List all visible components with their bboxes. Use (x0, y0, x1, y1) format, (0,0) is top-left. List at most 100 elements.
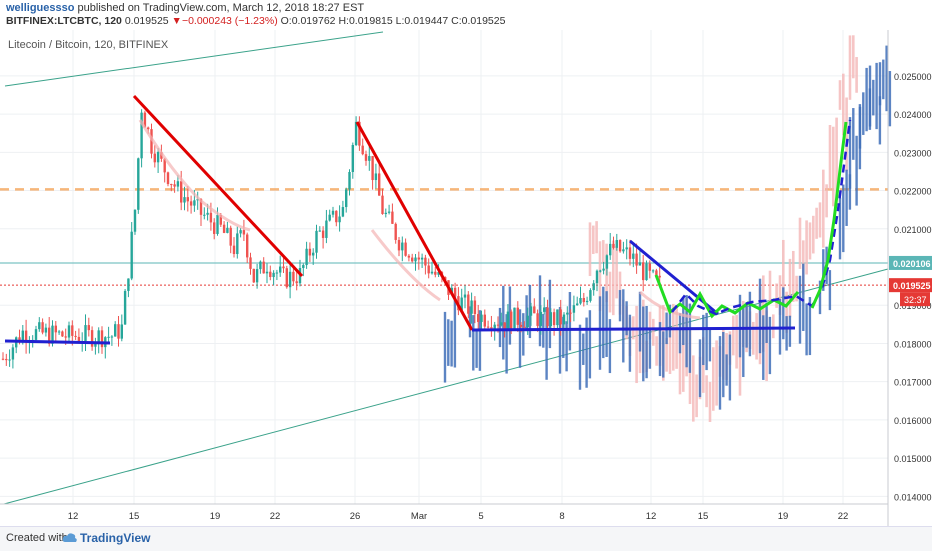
x-axis[interactable]: 12 15 19 22 26 Mar 5 8 12 15 19 22 (68, 511, 849, 522)
candle (295, 281, 298, 284)
candle (335, 210, 338, 223)
candle (387, 211, 391, 213)
candle (41, 322, 44, 333)
ghost-candle-blue (705, 312, 708, 371)
footer: Created with TradingView (0, 526, 932, 551)
y-tick-label: 0.017000 (894, 378, 932, 388)
ghost-candle-blue (475, 330, 478, 368)
candle (77, 336, 81, 342)
ghost-candle-pink (822, 169, 825, 248)
ghost-candle-blue (768, 316, 772, 375)
candle (246, 234, 249, 258)
ghost-candle-blue (818, 280, 822, 315)
candle (595, 270, 599, 284)
candle (232, 245, 236, 255)
candle (559, 309, 562, 325)
candle (163, 158, 166, 173)
ghost-candle-pink (735, 314, 738, 369)
candle (645, 263, 648, 281)
candle (94, 342, 97, 347)
ghost-candle-blue (608, 319, 612, 374)
ghost-candle-blue (878, 62, 882, 106)
candle (536, 313, 539, 326)
ghost-candle-blue (605, 291, 608, 357)
countdown-box (900, 292, 930, 307)
ghost-candle-pink (612, 240, 615, 316)
ghost-candle-blue (518, 309, 522, 368)
candle (282, 266, 285, 269)
ghost-candle-blue (585, 317, 588, 388)
ghost-candle-blue (498, 307, 502, 348)
candle (407, 255, 411, 258)
ghost-candle-pink (792, 250, 795, 302)
candle (404, 242, 407, 256)
candle (543, 307, 546, 312)
y-axis[interactable]: 0.025000 0.024000 0.023000 0.022000 0.021000… (889, 72, 932, 502)
candle (209, 212, 213, 223)
candle (622, 249, 625, 252)
candle (420, 257, 424, 260)
y-tick-label: 0.018000 (894, 339, 932, 349)
ghost-candle-blue (642, 306, 645, 382)
chart-title: Litecoin / Bitcoin, 120, BITFINEX (8, 39, 169, 51)
candle (262, 261, 265, 274)
ghost-candle-pink (775, 283, 778, 308)
candle (229, 227, 232, 246)
x-tick-label: 19 (778, 511, 789, 522)
candle (602, 268, 605, 271)
ghost-candle-blue (588, 310, 592, 379)
candle (358, 121, 361, 146)
candle (137, 158, 140, 210)
ghost-candle-blue (628, 314, 632, 372)
ghost-candle-blue (868, 65, 872, 127)
ghost-candle-blue (472, 315, 475, 371)
candle (1, 358, 5, 360)
ghost-candle-blue (802, 263, 805, 331)
curve-arrow-3 (638, 290, 701, 320)
candle (374, 173, 378, 181)
candle (143, 112, 147, 128)
candle (354, 121, 358, 145)
ghost-candle-pink (705, 375, 708, 408)
candle (424, 257, 427, 266)
ghost-candle-blue (568, 292, 572, 351)
author-link[interactable]: welliguessso (6, 2, 75, 14)
ghost-candle-blue (602, 286, 605, 359)
candle (467, 294, 470, 314)
candle (658, 275, 661, 278)
candle (5, 358, 8, 361)
ghost-candle-blue (558, 306, 562, 374)
ghost-candle-blue (478, 310, 482, 371)
ghost-candle-blue (875, 62, 878, 130)
candle (107, 336, 110, 338)
ghost-candle-blue (888, 71, 892, 127)
candle (430, 271, 434, 274)
candle (351, 144, 354, 172)
candle (222, 224, 226, 233)
low-value: L:0.019447 (395, 15, 449, 27)
candle (216, 214, 219, 234)
ghost-candle-pink (765, 310, 768, 382)
tradingview-brand[interactable]: TradingView (80, 531, 151, 545)
candle (361, 145, 364, 155)
ghost-candle-pink (592, 225, 595, 254)
ghost-candle-blue (728, 334, 732, 401)
ghost-candle-blue (468, 306, 472, 338)
x-tick-label: 5 (478, 511, 483, 522)
candle (493, 324, 496, 330)
candle (368, 156, 371, 161)
price-chart[interactable]: 0.025000 0.024000 0.023000 0.022000 0.021000… (0, 30, 932, 526)
channel-upper-line (4, 31, 384, 87)
ghost-candle-pink (785, 291, 788, 333)
ghost-candle-blue (845, 169, 848, 226)
ghost-candle-pink (825, 184, 828, 218)
candle (242, 230, 246, 235)
ghost-candle-blue (765, 302, 768, 343)
ghost-candle-pink (808, 222, 812, 260)
ghost-candle-blue (878, 96, 882, 145)
ghost-candle-pink (692, 355, 695, 422)
ghost-candle-blue (822, 249, 825, 291)
projection-path-blue (671, 119, 852, 316)
candle (239, 230, 242, 234)
ghost-candle-blue (702, 314, 705, 366)
